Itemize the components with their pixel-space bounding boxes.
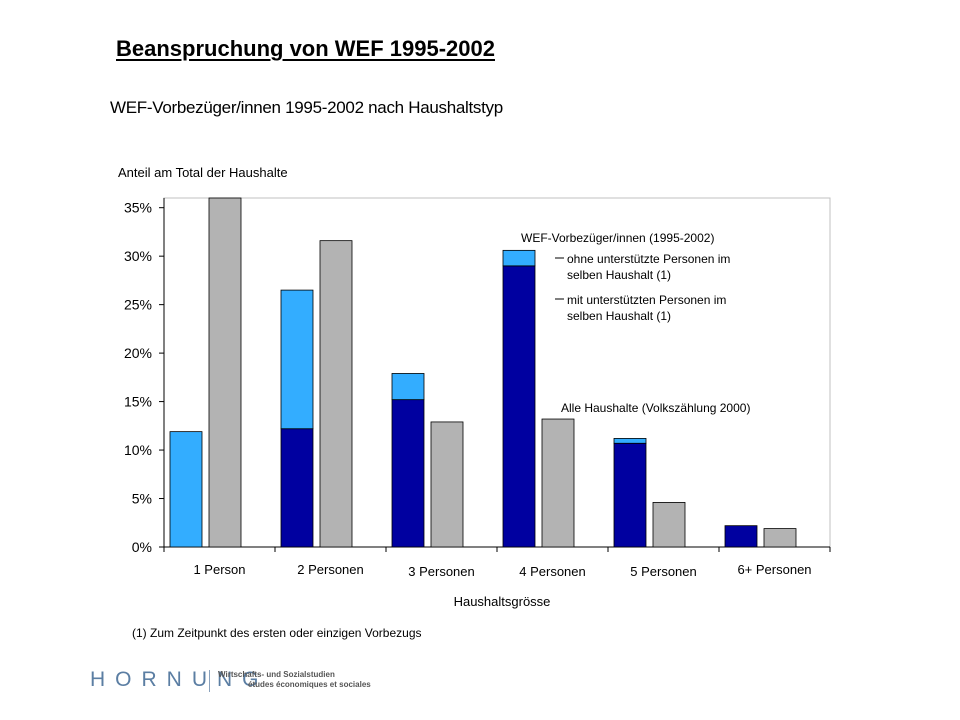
bar-wef-mit-unterstuetzten — [502, 265, 536, 548]
y-tick-label: 15% — [124, 394, 152, 410]
bar-alle-haushalte — [208, 197, 242, 548]
x-tick-label: 6+ Personen — [737, 562, 811, 577]
annotation-mit-line-2: selben Haushalt (1) — [567, 309, 671, 323]
bar-wef-ohne-unterstuetzte — [502, 249, 536, 267]
annotation-ohne-line-1: ohne unterstützte Personen im — [567, 252, 730, 266]
bar-wef-ohne-unterstuetzte — [169, 431, 203, 548]
chart-title: WEF-Vorbezüger/innen 1995-2002 nach Haus… — [110, 98, 503, 117]
y-tick-label: 25% — [124, 297, 152, 313]
bar-wef-mit-unterstuetzten — [613, 442, 647, 548]
bar-alle-haushalte — [652, 502, 686, 548]
x-axis-label: Haushaltsgrösse — [454, 594, 551, 609]
logo-tagline: Wirtschafts- und Sozialstudien études éc… — [218, 670, 371, 690]
bar-wef-ohne-unterstuetzte — [280, 289, 314, 430]
logo-divider — [209, 670, 210, 692]
y-tick-label: 30% — [124, 248, 152, 264]
footnote: (1) Zum Zeitpunkt des ersten oder einzig… — [132, 626, 422, 640]
hornung-logo: HORNUNG — [90, 668, 269, 691]
logo-tagline-line-2: études économiques et sociales — [248, 680, 371, 689]
bar-wef-mit-unterstuetzten — [391, 399, 425, 548]
y-tick-label: 5% — [132, 491, 152, 507]
annotation-wef-group: WEF-Vorbezüger/innen (1995-2002) — [521, 231, 714, 245]
y-tick-label: 35% — [124, 200, 152, 216]
bar-wef-ohne-unterstuetzte — [613, 438, 647, 444]
slide-title: Beanspruchung von WEF 1995-2002 — [116, 36, 495, 61]
x-tick-label: 4 Personen — [519, 564, 586, 579]
bar-alle-haushalte — [763, 528, 797, 548]
bar-alle-haushalte — [319, 240, 353, 548]
bar-wef-ohne-unterstuetzte — [391, 373, 425, 401]
y-tick-label: 0% — [132, 539, 152, 555]
annotation-alle-haushalte: Alle Haushalte (Volkszählung 2000) — [561, 401, 750, 415]
bar-alle-haushalte — [541, 418, 575, 548]
annotation-ohne-line-2: selben Haushalt (1) — [567, 268, 671, 282]
x-tick-label: 5 Personen — [630, 564, 697, 579]
plot-area — [163, 197, 831, 548]
bar-wef-mit-unterstuetzten — [724, 525, 758, 548]
y-tick-label: 10% — [124, 442, 152, 458]
y-tick-label: 20% — [124, 345, 152, 361]
x-tick-label: 3 Personen — [408, 564, 475, 579]
bar-alle-haushalte — [430, 421, 464, 548]
logo-tagline-line-1: Wirtschafts- und Sozialstudien — [218, 670, 335, 679]
annotation-mit-line-1: mit unterstützten Personen im — [567, 293, 726, 307]
x-tick-label: 1 Person — [193, 562, 245, 577]
y-axis-label: Anteil am Total der Haushalte — [118, 165, 288, 180]
bar-wef-mit-unterstuetzten — [280, 428, 314, 548]
x-tick-label: 2 Personen — [297, 562, 364, 577]
